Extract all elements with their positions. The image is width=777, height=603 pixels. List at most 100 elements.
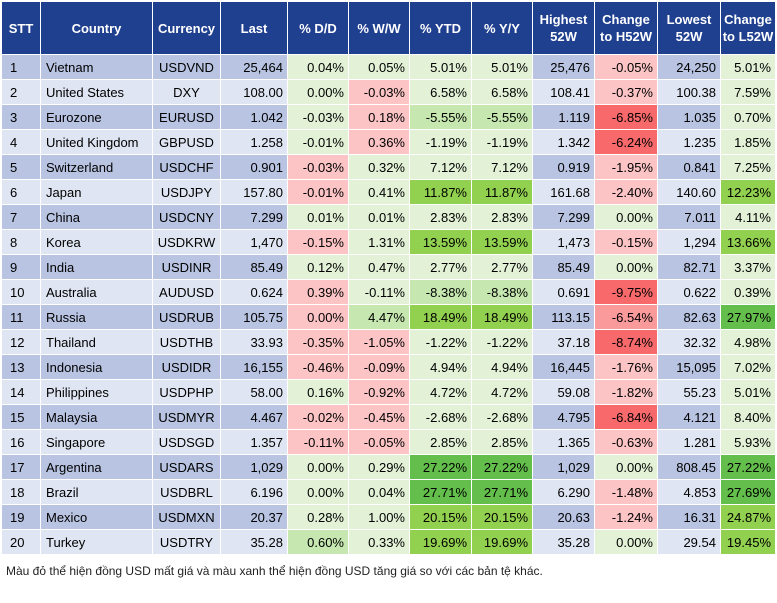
- cell-ytd: 4.94%: [409, 354, 472, 380]
- cell-stt: 18: [1, 479, 41, 505]
- cell-stt: 13: [1, 354, 41, 380]
- cell-change-h52w: 0.00%: [594, 254, 658, 280]
- cell-highest-52w: 1.342: [532, 129, 595, 155]
- table-row: 19 Mexico USDMXN 20.37 0.28% 1.00% 20.15% 20.15…: [1, 504, 776, 530]
- cell-ww: 0.36%: [348, 129, 410, 155]
- cell-highest-52w: 4.795: [532, 404, 595, 430]
- cell-ytd: -5.55%: [409, 104, 472, 130]
- cell-country: Turkey: [40, 529, 153, 555]
- cell-change-h52w: -1.48%: [594, 479, 658, 505]
- table-row: 5 Switzerland USDCHF 0.901 -0.03% 0.32% 7.12% 7…: [1, 154, 776, 180]
- cell-last: 1,029: [220, 454, 288, 480]
- cell-ww: 1.00%: [348, 504, 410, 530]
- cell-currency: USDJPY: [152, 179, 221, 205]
- cell-highest-52w: 1.365: [532, 429, 595, 455]
- cell-ytd: 5.01%: [409, 54, 472, 80]
- cell-yy: 27.22%: [471, 454, 533, 480]
- cell-change-l52w: 8.40%: [720, 404, 776, 430]
- cell-dd: -0.01%: [287, 129, 349, 155]
- cell-change-h52w: -8.74%: [594, 329, 658, 355]
- header-dd: % D/D: [287, 1, 349, 55]
- cell-stt: 19: [1, 504, 41, 530]
- cell-country: Australia: [40, 279, 153, 305]
- cell-country: United Kingdom: [40, 129, 153, 155]
- cell-currency: USDPHP: [152, 379, 221, 405]
- cell-change-l52w: 3.37%: [720, 254, 776, 280]
- header-stt: STT: [1, 1, 41, 55]
- cell-highest-52w: 1.119: [532, 104, 595, 130]
- cell-dd: 0.00%: [287, 479, 349, 505]
- cell-currency: DXY: [152, 79, 221, 105]
- cell-currency: USDCNY: [152, 204, 221, 230]
- cell-change-l52w: 7.25%: [720, 154, 776, 180]
- cell-last: 25,464: [220, 54, 288, 80]
- table-row: 12 Thailand USDTHB 33.93 -0.35% -1.05% -1.22% -…: [1, 329, 776, 355]
- cell-dd: 0.39%: [287, 279, 349, 305]
- header-lowest-52w: Lowest 52W: [657, 1, 721, 55]
- cell-ww: 0.01%: [348, 204, 410, 230]
- cell-ww: -0.92%: [348, 379, 410, 405]
- cell-stt: 10: [1, 279, 41, 305]
- cell-lowest-52w: 7.011: [657, 204, 721, 230]
- cell-ww: 0.32%: [348, 154, 410, 180]
- cell-ww: -0.05%: [348, 429, 410, 455]
- cell-yy: 7.12%: [471, 154, 533, 180]
- cell-change-h52w: -1.24%: [594, 504, 658, 530]
- table-row: 6 Japan USDJPY 157.80 -0.01% 0.41% 11.87% 11.87…: [1, 179, 776, 205]
- cell-change-h52w: -6.84%: [594, 404, 658, 430]
- cell-lowest-52w: 0.622: [657, 279, 721, 305]
- cell-country: United States: [40, 79, 153, 105]
- cell-last: 20.37: [220, 504, 288, 530]
- cell-ytd: 18.49%: [409, 304, 472, 330]
- cell-stt: 2: [1, 79, 41, 105]
- cell-highest-52w: 161.68: [532, 179, 595, 205]
- cell-highest-52w: 20.63: [532, 504, 595, 530]
- cell-dd: -0.35%: [287, 329, 349, 355]
- cell-change-l52w: 1.85%: [720, 129, 776, 155]
- cell-yy: 20.15%: [471, 504, 533, 530]
- cell-change-h52w: -2.40%: [594, 179, 658, 205]
- cell-country: Vietnam: [40, 54, 153, 80]
- cell-dd: 0.00%: [287, 454, 349, 480]
- cell-currency: USDRUB: [152, 304, 221, 330]
- cell-lowest-52w: 82.63: [657, 304, 721, 330]
- cell-stt: 8: [1, 229, 41, 255]
- cell-lowest-52w: 140.60: [657, 179, 721, 205]
- cell-lowest-52w: 1.235: [657, 129, 721, 155]
- cell-ww: 1.31%: [348, 229, 410, 255]
- table-row: 7 China USDCNY 7.299 0.01% 0.01% 2.83% 2.83% 7.2…: [1, 204, 776, 230]
- cell-last: 16,155: [220, 354, 288, 380]
- cell-yy: 4.72%: [471, 379, 533, 405]
- cell-dd: 0.60%: [287, 529, 349, 555]
- table-row: 9 India USDINR 85.49 0.12% 0.47% 2.77% 2.77% 85.…: [1, 254, 776, 280]
- cell-last: 0.901: [220, 154, 288, 180]
- cell-currency: USDTHB: [152, 329, 221, 355]
- cell-ytd: 27.22%: [409, 454, 472, 480]
- cell-yy: 5.01%: [471, 54, 533, 80]
- cell-last: 1.357: [220, 429, 288, 455]
- cell-country: Russia: [40, 304, 153, 330]
- cell-stt: 14: [1, 379, 41, 405]
- table-row: 13 Indonesia USDIDR 16,155 -0.46% -0.09% 4.94%…: [1, 354, 776, 380]
- cell-change-l52w: 27.69%: [720, 479, 776, 505]
- cell-last: 35.28: [220, 529, 288, 555]
- cell-lowest-52w: 29.54: [657, 529, 721, 555]
- cell-change-l52w: 5.93%: [720, 429, 776, 455]
- cell-change-h52w: -1.76%: [594, 354, 658, 380]
- cell-ytd: 20.15%: [409, 504, 472, 530]
- cell-ytd: -8.38%: [409, 279, 472, 305]
- cell-highest-52w: 85.49: [532, 254, 595, 280]
- cell-yy: 6.58%: [471, 79, 533, 105]
- cell-stt: 9: [1, 254, 41, 280]
- cell-change-l52w: 27.22%: [720, 454, 776, 480]
- cell-yy: -2.68%: [471, 404, 533, 430]
- cell-yy: 18.49%: [471, 304, 533, 330]
- cell-last: 6.196: [220, 479, 288, 505]
- table-row: 4 United Kingdom GBPUSD 1.258 -0.01% 0.36% -1.…: [1, 129, 776, 155]
- header-change-l52w: Change to L52W: [720, 1, 776, 55]
- cell-country: Japan: [40, 179, 153, 205]
- cell-ww: -0.45%: [348, 404, 410, 430]
- cell-ww: 0.33%: [348, 529, 410, 555]
- cell-stt: 11: [1, 304, 41, 330]
- cell-country: Mexico: [40, 504, 153, 530]
